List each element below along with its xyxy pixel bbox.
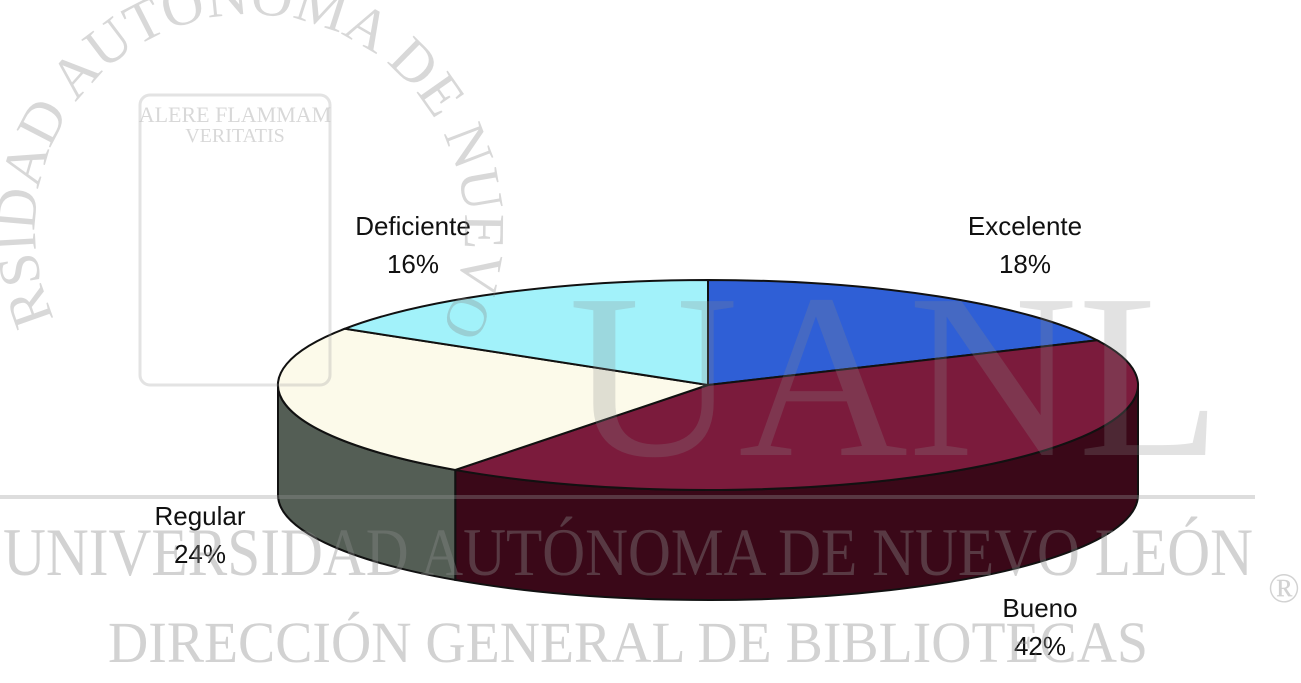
- seal-motto: ALERE FLAMMAM: [139, 102, 332, 127]
- slice-value-label: 18%: [999, 249, 1051, 279]
- pie: [277, 278, 1140, 601]
- slice-label: Deficiente: [355, 211, 471, 241]
- registered-mark: ®: [1268, 566, 1300, 612]
- seal-arc-text: UNIVERSIDAD AUTONOMA DE NUEVO LEON: [0, 0, 517, 349]
- slice-value-label: 42%: [1014, 631, 1066, 661]
- slice-label: Bueno: [1002, 593, 1077, 623]
- logo-text: UANL: [569, 246, 1222, 506]
- seal-arc-path: UNIVERSIDAD AUTONOMA DE NUEVO LEON: [0, 0, 517, 349]
- pie-slice: [707, 278, 1101, 387]
- seal-motto: VERITATIS: [185, 125, 285, 147]
- slice-label: Excelente: [968, 211, 1082, 241]
- slice-value-label: 24%: [174, 539, 226, 569]
- pie-slice: [277, 327, 709, 471]
- seal-shield: [138, 93, 332, 387]
- labels: Excelente 18% Bueno 42% Regular 24% Deficiente…: [154, 211, 1082, 661]
- slice-label: Regular: [154, 501, 245, 531]
- university-text: UNIVERSIDAD AUTÓNOMA DE NUEVO LEÓN: [3, 514, 1253, 590]
- pie-slice: [454, 339, 1140, 491]
- pie-slice: [341, 278, 709, 387]
- library-text: DIRECCIÓN GENERAL DE BIBLIOTECAS: [108, 610, 1148, 675]
- slice-value-label: 16%: [387, 249, 439, 279]
